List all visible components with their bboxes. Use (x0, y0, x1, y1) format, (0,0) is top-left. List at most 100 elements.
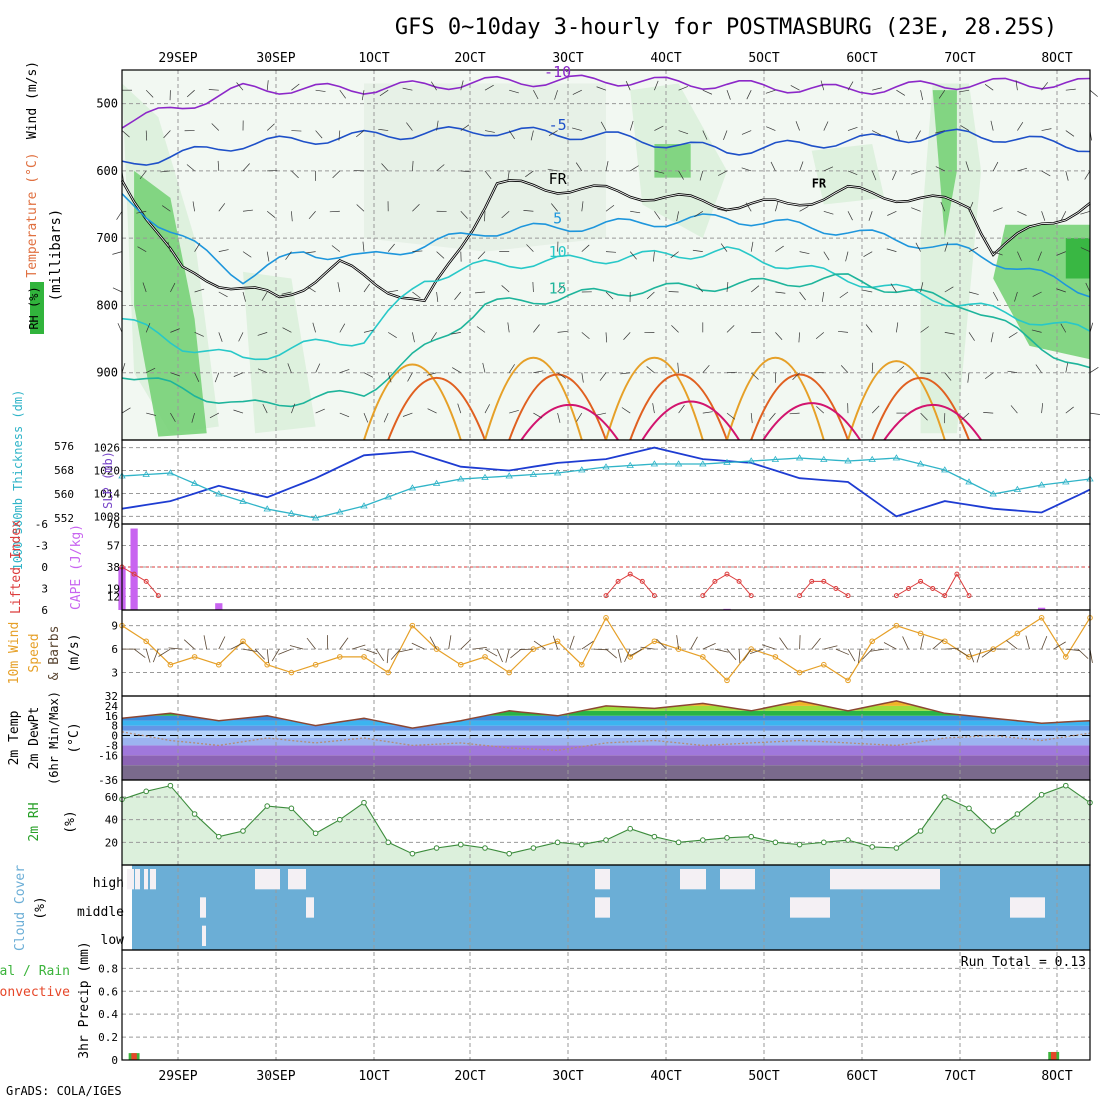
wind-barb (194, 242, 201, 252)
wind-barb (378, 128, 389, 131)
wind-barb (726, 371, 738, 374)
wind-barb-10m (1006, 640, 1018, 650)
isotherm--5 (121, 125, 1091, 166)
wind-barb (862, 289, 873, 293)
wind-barb (291, 403, 296, 414)
thickness-marker (457, 475, 465, 482)
wind-barb (287, 363, 292, 373)
rh2m-marker (1038, 791, 1045, 798)
lifted-index-line (702, 573, 752, 596)
wind-barb (839, 291, 849, 299)
wind-barb (620, 372, 631, 375)
wind-barb (484, 404, 491, 414)
wind-barb (533, 324, 540, 333)
lifted-index-marker (143, 578, 149, 584)
temp-tick-label: -16 (98, 749, 118, 762)
wind-barb (678, 130, 689, 135)
wind-barb (694, 210, 703, 218)
rh2m-unit-label: (%) (63, 810, 78, 833)
rh2m-marker (966, 805, 972, 812)
wind-barb-10m (738, 649, 741, 664)
rh2m-marker (264, 803, 271, 809)
isotherm-5 (121, 193, 1091, 298)
wind-barb (871, 362, 874, 373)
wind-barb (646, 291, 655, 300)
wind-barb (533, 370, 544, 374)
isotherm-label--5: -5 (549, 116, 567, 134)
wind-barb (308, 211, 316, 220)
wind-barb (402, 412, 413, 417)
rh2m-marker (554, 839, 561, 846)
wind-barb (112, 251, 123, 255)
wind-barb (356, 130, 365, 138)
wind-barb (218, 332, 223, 342)
run-total-label: Run Total = 0.13 (961, 955, 1086, 970)
temp-tick-label: 24 (105, 700, 119, 713)
time-label-top: 6OCT (846, 51, 877, 66)
panel-frame-wind10m (121, 609, 1091, 697)
wind-speed-marker (409, 622, 416, 629)
wind-barb (557, 413, 561, 423)
warm-isotherm-arch (762, 402, 861, 441)
wind-barb-10m (847, 648, 856, 662)
wind-barb-10m (203, 635, 208, 650)
wind-barb-10m (835, 648, 849, 655)
wind-barb (630, 165, 639, 172)
wind-barb (820, 80, 825, 91)
isotherm-label--10: -10 (544, 63, 571, 81)
wind-barb (750, 372, 759, 380)
wind-barb-10m (496, 648, 503, 663)
wind-barb (847, 170, 858, 175)
wind-barb-10m (230, 642, 244, 650)
wind-barb (775, 245, 784, 252)
wind-barb (315, 363, 321, 373)
wind-barb (699, 170, 704, 181)
wind-barb (1065, 406, 1074, 414)
temp2m-ylabel-2: 2m DewPt (27, 707, 42, 770)
wind-barb (983, 412, 994, 414)
isotherm-15 (121, 273, 1091, 408)
rh2m-tick-label: 20 (105, 836, 118, 849)
warm-isotherm-arch (605, 357, 704, 441)
temp-color-band (122, 725, 1090, 731)
wind-barb (815, 332, 825, 340)
wind-speed-marker (240, 638, 246, 645)
wind-barb (581, 244, 590, 252)
wind-speed-marker (337, 654, 343, 660)
wind-barb (388, 290, 399, 293)
wind-barb (790, 85, 800, 91)
wind-barb (507, 170, 510, 181)
thickness-marker (820, 455, 828, 462)
wind-barb (430, 332, 437, 341)
wind-barb (285, 251, 292, 260)
lifted-index-marker (833, 586, 839, 591)
thickness-marker (771, 455, 780, 462)
warm-isotherm-arch (363, 363, 462, 441)
wind-barb (261, 291, 268, 301)
wind-barb (1015, 80, 1018, 91)
wind-barb-10m (857, 649, 861, 664)
rh2m-fill (122, 785, 1090, 865)
wind-barb (136, 210, 147, 214)
thickness-marker (408, 484, 417, 491)
wind-barb (363, 283, 371, 293)
wind-barb (678, 86, 689, 91)
isotherm--10 (121, 74, 1091, 129)
precip-tick-label: 0.6 (98, 985, 118, 998)
cape-tick-label: 76 (107, 518, 120, 531)
panel-fills (122, 70, 1090, 950)
cloud-cover-patch (135, 869, 140, 890)
pressure-tick-label: 500 (96, 97, 118, 111)
thickness-marker (529, 470, 538, 477)
lifted-index-marker (712, 578, 718, 584)
lifted-index-marker (845, 593, 851, 599)
precip-tick-label: 0 (111, 1054, 118, 1067)
wind-speed-marker (506, 669, 513, 676)
wind-barb (868, 211, 873, 221)
wind-barb (871, 170, 877, 181)
wind-barb (482, 362, 486, 373)
temp-color-band (122, 730, 1090, 738)
wind-barb (695, 284, 704, 293)
wind-barb (1031, 329, 1042, 333)
wind-barb (281, 291, 292, 295)
